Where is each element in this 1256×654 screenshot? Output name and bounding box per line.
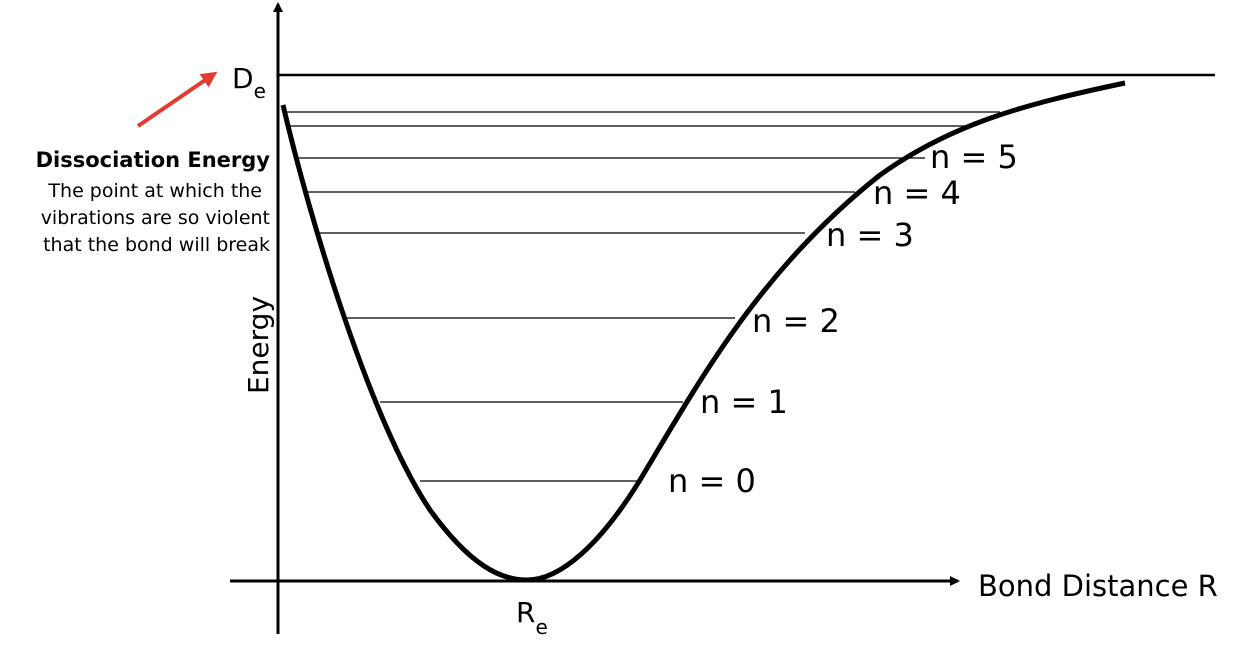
level-label: n = 4 [873,174,961,212]
x-axis-label: Bond Distance R [978,569,1218,603]
potential-curve [280,80,1126,583]
level-label: n = 5 [930,138,1018,176]
de-sub: e [254,79,266,103]
re-main: R [516,596,535,629]
de-label: De [232,62,266,103]
annotation-line: The point at which the [47,180,262,202]
annotation-line: vibrations are so violent [41,207,270,229]
re-label: Re [516,596,548,639]
level-label: n = 2 [752,302,840,340]
annotation-arrow [136,71,218,128]
annotation-title: Dissociation Energy [36,148,271,172]
level-label: n = 1 [700,383,788,421]
re-sub: e [535,615,547,639]
level-label: n = 3 [826,216,914,254]
level-label: n = 0 [668,462,756,500]
de-main: D [232,62,254,95]
energy-levels [286,111,1000,482]
annotation-line: that the bond will break [43,234,270,256]
y-axis-label: Energy [242,296,275,394]
